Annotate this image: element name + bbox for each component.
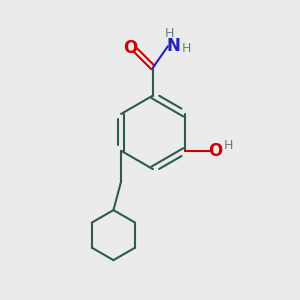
Text: N: N bbox=[166, 37, 180, 55]
Text: O: O bbox=[123, 39, 137, 57]
Text: O: O bbox=[208, 142, 222, 160]
Text: H: H bbox=[165, 28, 174, 40]
Text: H: H bbox=[224, 139, 233, 152]
Text: H: H bbox=[182, 42, 191, 55]
